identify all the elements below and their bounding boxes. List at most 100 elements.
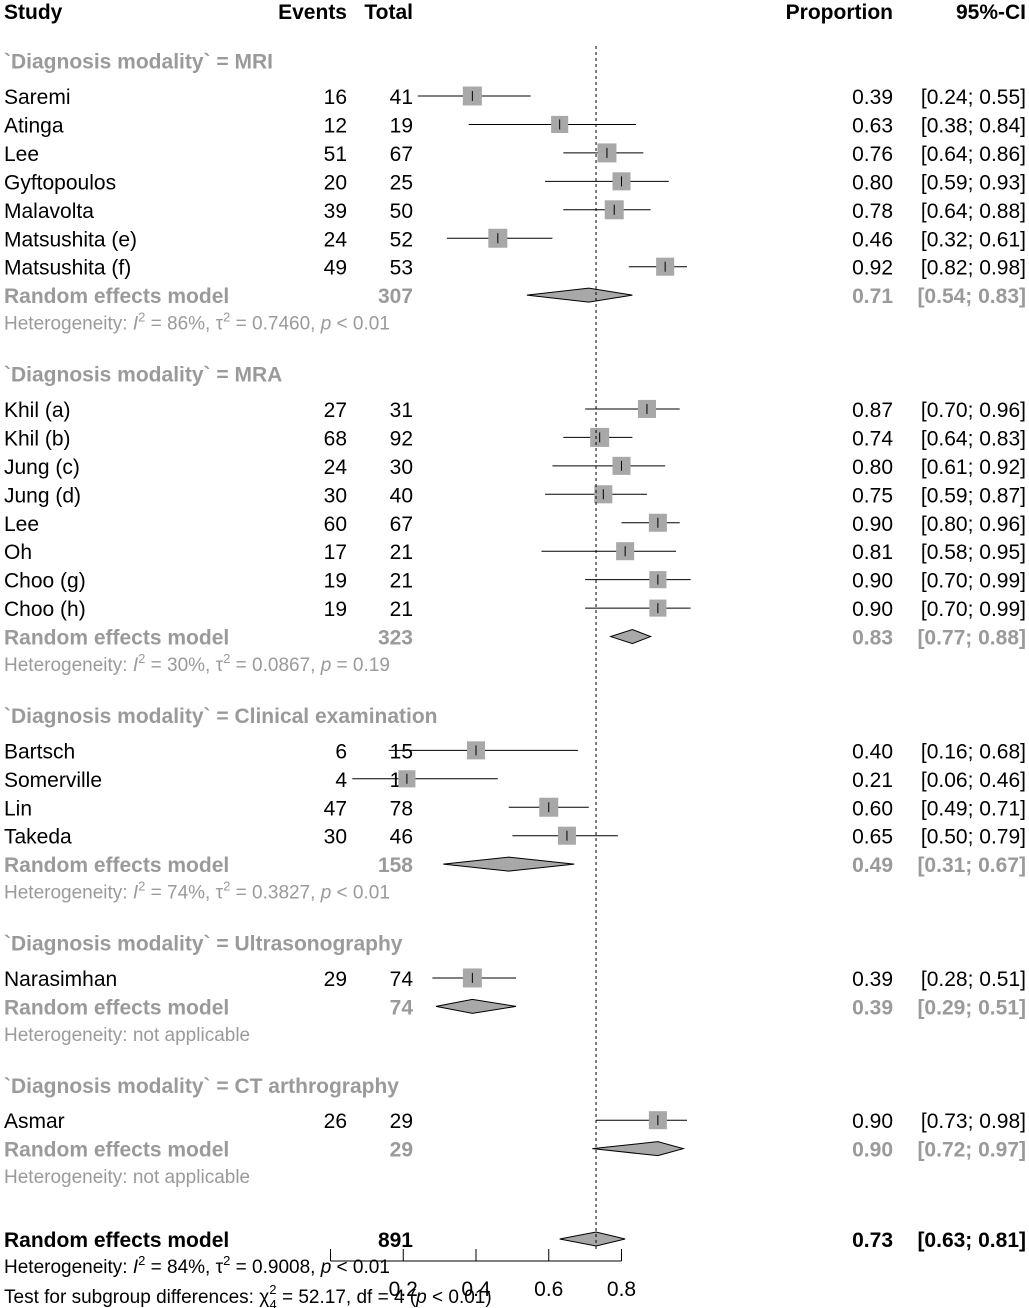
subgroup-diamond bbox=[526, 287, 633, 303]
study-proportion: 0.81 bbox=[852, 541, 893, 564]
study-proportion: 0.39 bbox=[852, 968, 893, 991]
subgroup-summary-ci: [0.29; 0.51] bbox=[917, 996, 1026, 1019]
x-tick-label: 0.4 bbox=[461, 1278, 491, 1301]
study-proportion: 0.78 bbox=[852, 200, 893, 223]
subgroup-summary-ci: [0.72; 0.97] bbox=[917, 1139, 1026, 1162]
study-name: Matsushita (f) bbox=[4, 257, 131, 280]
study-name: Lin bbox=[4, 797, 32, 820]
study-ci: [0.59; 0.87] bbox=[921, 484, 1026, 507]
study-total: 30 bbox=[390, 456, 413, 479]
study-name: Malavolta bbox=[4, 200, 94, 223]
study-name: Saremi bbox=[4, 86, 71, 109]
study-name: Lee bbox=[4, 513, 39, 536]
subgroup-diamond bbox=[608, 629, 652, 645]
subgroup-test-text: Test for subgroup differences: χ2 4 = 52.… bbox=[4, 1282, 492, 1308]
study-total: 25 bbox=[390, 171, 413, 194]
heterogeneity-text: Heterogeneity: not applicable bbox=[4, 1167, 250, 1188]
study-ci: [0.70; 0.96] bbox=[921, 399, 1026, 422]
study-name: Takeda bbox=[4, 826, 72, 849]
study-ci: [0.73; 0.98] bbox=[921, 1110, 1026, 1133]
study-total: 21 bbox=[390, 541, 413, 564]
study-ci: [0.59; 0.93] bbox=[921, 171, 1026, 194]
study-ci: [0.64; 0.88] bbox=[921, 200, 1026, 223]
study-ci: [0.16; 0.68] bbox=[921, 740, 1026, 763]
subgroup-summary-ci: [0.54; 0.83] bbox=[917, 285, 1026, 308]
study-proportion: 0.90 bbox=[852, 570, 893, 593]
subgroup-summary-proportion: 0.71 bbox=[852, 285, 893, 308]
heterogeneity-text: Heterogeneity: I2 = 74%, τ2 = 0.3827, p … bbox=[4, 879, 390, 904]
study-proportion: 0.60 bbox=[852, 797, 893, 820]
study-total: 21 bbox=[390, 570, 413, 593]
overall-summary-proportion: 0.73 bbox=[852, 1229, 893, 1252]
study-events: 12 bbox=[324, 114, 347, 137]
subgroup-summary-label: Random effects model bbox=[4, 996, 229, 1019]
subgroup-summary-label: Random effects model bbox=[4, 1139, 229, 1162]
study-total: 74 bbox=[390, 968, 414, 991]
study-ci: [0.06; 0.46] bbox=[921, 769, 1026, 792]
study-events: 68 bbox=[324, 427, 347, 450]
study-events: 19 bbox=[324, 598, 347, 621]
study-total: 40 bbox=[390, 484, 413, 507]
heterogeneity-text: Heterogeneity: not applicable bbox=[4, 1025, 250, 1046]
subgroup-diamond bbox=[435, 998, 517, 1014]
heterogeneity-text: Heterogeneity: I2 = 30%, τ2 = 0.0867, p … bbox=[4, 651, 390, 676]
overall-summary-ci: [0.63; 0.81] bbox=[917, 1229, 1026, 1252]
study-events: 39 bbox=[324, 200, 347, 223]
study-ci: [0.49; 0.71] bbox=[921, 797, 1026, 820]
study-events: 60 bbox=[324, 513, 347, 536]
subgroup-summary-proportion: 0.49 bbox=[852, 854, 893, 877]
header-proportion: Proportion bbox=[786, 1, 893, 24]
study-events: 49 bbox=[324, 257, 347, 280]
study-name: Jung (c) bbox=[4, 456, 80, 479]
subgroup-label: `Diagnosis modality` = Ultrasonography bbox=[4, 933, 403, 956]
study-ci: [0.70; 0.99] bbox=[921, 598, 1026, 621]
study-total: 21 bbox=[390, 598, 413, 621]
study-proportion: 0.65 bbox=[852, 826, 893, 849]
study-proportion: 0.74 bbox=[852, 427, 893, 450]
study-proportion: 0.46 bbox=[852, 228, 893, 251]
study-name: Matsushita (e) bbox=[4, 228, 137, 251]
study-proportion: 0.90 bbox=[852, 1110, 893, 1133]
overall-diamond bbox=[559, 1231, 626, 1247]
subgroup-summary-proportion: 0.90 bbox=[852, 1139, 893, 1162]
study-proportion: 0.75 bbox=[852, 484, 893, 507]
study-proportion: 0.80 bbox=[852, 171, 893, 194]
study-name: Lee bbox=[4, 143, 39, 166]
study-events: 16 bbox=[324, 86, 347, 109]
subgroup-summary-ci: [0.31; 0.67] bbox=[917, 854, 1026, 877]
header-ci: 95%-CI bbox=[956, 1, 1026, 24]
study-total: 50 bbox=[390, 200, 413, 223]
study-events: 20 bbox=[324, 171, 347, 194]
study-total: 67 bbox=[390, 513, 413, 536]
study-name: Choo (g) bbox=[4, 570, 86, 593]
header-total: Total bbox=[364, 1, 413, 24]
study-name: Jung (d) bbox=[4, 484, 81, 507]
study-events: 24 bbox=[324, 456, 348, 479]
subgroup-summary-label: Random effects model bbox=[4, 627, 229, 650]
study-ci: [0.32; 0.61] bbox=[921, 228, 1026, 251]
study-total: 31 bbox=[390, 399, 413, 422]
x-tick-label: 0.6 bbox=[534, 1278, 563, 1301]
subgroup-summary-label: Random effects model bbox=[4, 854, 229, 877]
study-proportion: 0.40 bbox=[852, 740, 893, 763]
study-proportion: 0.90 bbox=[852, 598, 893, 621]
header-events: Events bbox=[278, 1, 347, 24]
subgroup-label: `Diagnosis modality` = Clinical examinat… bbox=[4, 705, 438, 728]
study-events: 30 bbox=[324, 826, 347, 849]
study-events: 30 bbox=[324, 484, 347, 507]
subgroup-summary-total: 29 bbox=[390, 1139, 413, 1162]
overall-heterogeneity-text: Heterogeneity: I2 = 84%, τ2 = 0.9008, p … bbox=[4, 1253, 390, 1278]
study-total: 52 bbox=[390, 228, 413, 251]
x-tick-label: 0.8 bbox=[607, 1278, 636, 1301]
study-name: Asmar bbox=[4, 1110, 65, 1133]
study-proportion: 0.39 bbox=[852, 86, 893, 109]
subgroup-summary-ci: [0.77; 0.88] bbox=[917, 627, 1026, 650]
study-total: 19 bbox=[390, 114, 413, 137]
subgroup-summary-label: Random effects model bbox=[4, 285, 229, 308]
study-events: 47 bbox=[324, 797, 347, 820]
study-name: Khil (b) bbox=[4, 427, 71, 450]
study-proportion: 0.92 bbox=[852, 257, 893, 280]
heterogeneity-text: Heterogeneity: I2 = 86%, τ2 = 0.7460, p … bbox=[4, 310, 390, 335]
study-ci: [0.70; 0.99] bbox=[921, 570, 1026, 593]
